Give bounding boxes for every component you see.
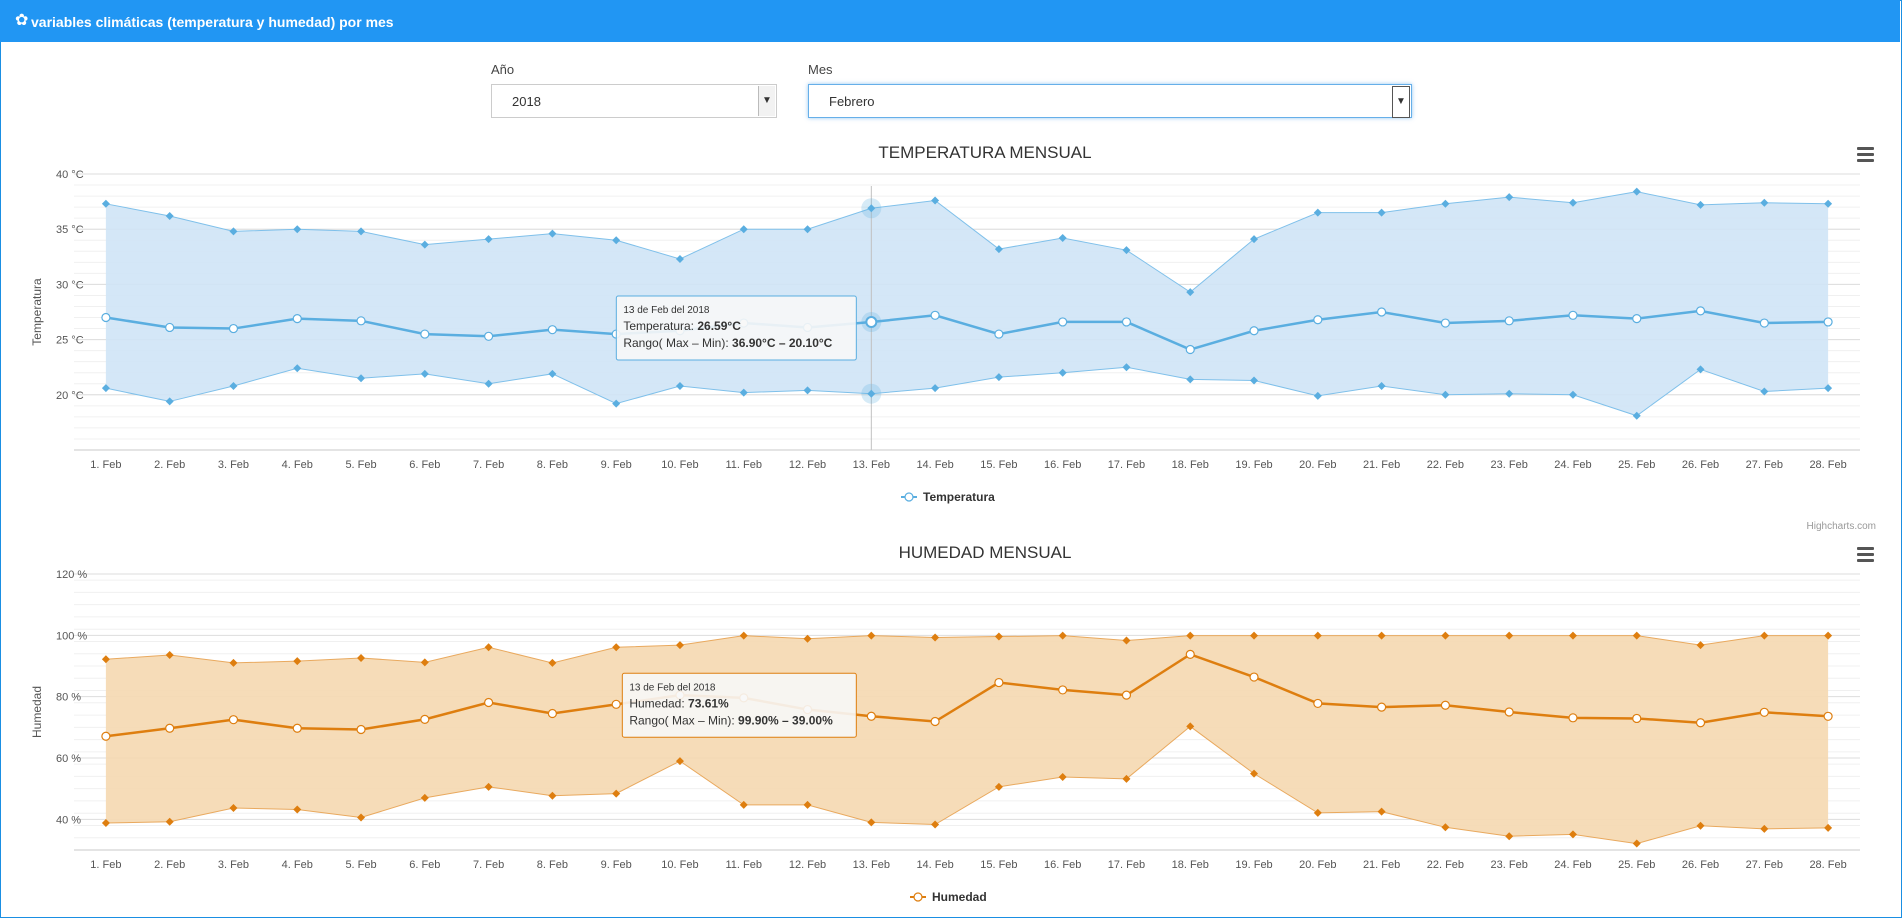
humidity-chart-menu-button[interactable] [1857, 547, 1875, 563]
temperature-chart-menu-button[interactable] [1857, 147, 1875, 163]
panel-header: ✿ variables climáticas (temperatura y hu… [0, 0, 1900, 42]
year-label: Año [491, 62, 515, 77]
year-select-value: 2018 [512, 94, 541, 109]
gear-icon: ✿ [15, 12, 29, 29]
chevron-down-icon[interactable]: ▼ [758, 86, 775, 116]
chevron-down-icon[interactable]: ▼ [1392, 86, 1410, 118]
month-label: Mes [808, 62, 833, 77]
month-select[interactable]: Febrero ▼ [808, 84, 1412, 118]
month-select-value: Febrero [829, 94, 875, 109]
year-select[interactable]: 2018 ▼ [491, 84, 777, 118]
panel-title: variables climáticas (temperatura y hume… [31, 14, 394, 30]
